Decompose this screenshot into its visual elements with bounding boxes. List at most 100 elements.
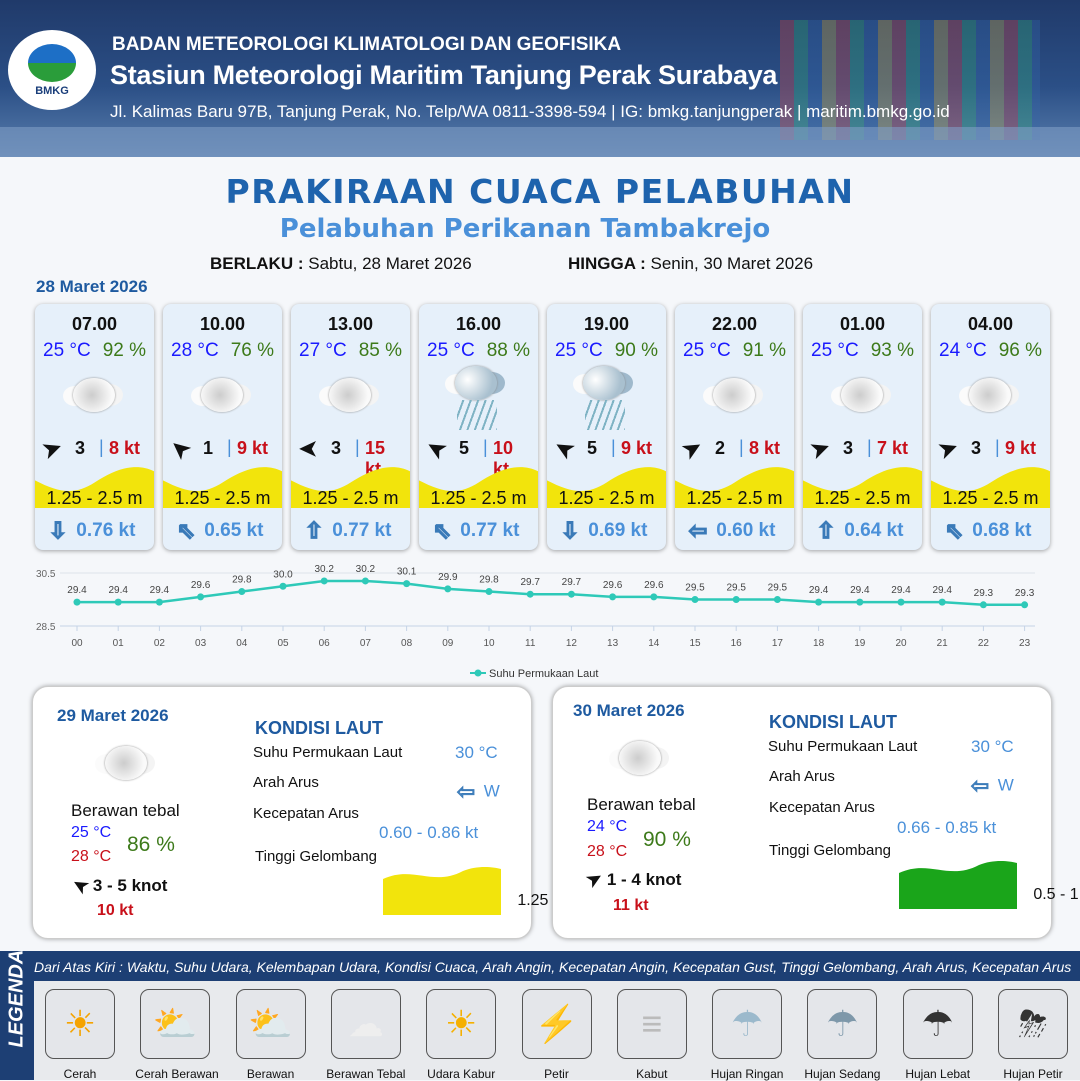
card-current: ⇩ 0.76 kt bbox=[45, 518, 150, 544]
port-illustration bbox=[780, 20, 1040, 140]
separator: | bbox=[227, 437, 232, 457]
data-point bbox=[114, 598, 122, 606]
page-subtitle: Pelabuhan Perikanan Tambakrejo bbox=[279, 214, 771, 244]
day3-current-dir-label: Arah Arus bbox=[769, 768, 835, 785]
current-speed: 0.68 kt bbox=[972, 520, 1032, 542]
legend-item: ⛅ Cerah Berawan bbox=[135, 987, 219, 1081]
card-temperature: 25 °C bbox=[555, 340, 603, 361]
card-temperature: 24 °C bbox=[939, 340, 987, 361]
legend-item: ☀ Udara Kabur bbox=[421, 987, 501, 1081]
legend-item-label: Hujan Sedang bbox=[804, 1067, 881, 1081]
valid-from: BERLAKU : Sabtu, 28 Maret 2026 bbox=[210, 254, 472, 274]
data-point bbox=[732, 596, 740, 603]
card-temperature: 28 °C bbox=[171, 340, 219, 361]
current-arrow-up-left-icon: ⇖ bbox=[176, 518, 196, 544]
current-arrow-down-icon: ⇩ bbox=[48, 518, 68, 544]
card-humidity: 76 % bbox=[230, 340, 274, 361]
legend-item: ⛅ Berawan bbox=[231, 987, 311, 1081]
sun-cloud-icon: ⛅ bbox=[140, 989, 211, 1059]
forecast-card: 10.00 28 °C 76 % ➤ 1 | 9 kt 1.25 - 2.5 m… bbox=[163, 304, 282, 550]
gust-speed: 7 kt bbox=[877, 438, 909, 458]
legend-item-label: Hujan Ringan bbox=[710, 1067, 784, 1081]
data-point bbox=[773, 596, 781, 603]
page-title: PRAKIRAAN CUACA PELABUHAN bbox=[225, 172, 855, 211]
wind-arrow-icon: ➤ bbox=[39, 433, 65, 464]
light-rain-icon bbox=[573, 362, 633, 430]
x-tick-label: 03 bbox=[195, 638, 207, 649]
forecast-card: 13.00 27 °C 85 % ➤ 3 | 15 kt 1.25 - 2.5 … bbox=[291, 304, 410, 550]
cloud-icon bbox=[831, 374, 891, 414]
wave-shape bbox=[35, 467, 154, 508]
day3-panel: 30 Maret 2026 Berawan tebal 24 °C 28 °C … bbox=[552, 686, 1080, 939]
data-label: 29.4 bbox=[108, 585, 128, 596]
banner-floor bbox=[0, 127, 1080, 157]
current-speed: 0.69 kt bbox=[588, 520, 648, 542]
data-point bbox=[856, 598, 864, 606]
day3-gust: 11 kt bbox=[613, 897, 649, 914]
cloud-icon bbox=[959, 374, 1019, 414]
current-arrow-down-icon: ⇩ bbox=[560, 518, 580, 544]
forecast-card: 01.00 25 °C 93 % ➤ 3 | 7 kt 1.25 - 2.5 m… bbox=[803, 304, 922, 550]
legend-item-label: Berawan Tebal bbox=[326, 1067, 406, 1081]
card-wind: ➤ 3 | 8 kt bbox=[39, 434, 149, 464]
gust-speed: 9 kt bbox=[237, 438, 269, 458]
lightning-icon: ⚡ bbox=[521, 989, 592, 1059]
data-point bbox=[361, 577, 369, 585]
card-time: 04.00 bbox=[967, 314, 1014, 334]
legend-item-label: Cerah Berawan bbox=[135, 1067, 219, 1081]
card-time: 13.00 bbox=[327, 314, 374, 334]
forecast-card: 16.00 25 °C 88 % ➤ 5 | 10 kt 1.25 - 2.5 … bbox=[419, 304, 538, 550]
wave-height: 1.25 - 2.5 m bbox=[558, 488, 655, 508]
data-label: 29.4 bbox=[891, 585, 911, 596]
data-label: 29.5 bbox=[726, 583, 746, 594]
separator: | bbox=[99, 437, 104, 457]
valid-until-label: HINGGA : bbox=[568, 254, 646, 273]
wind-speed: 3 bbox=[331, 438, 342, 458]
cloud-icon bbox=[703, 374, 763, 414]
legend-icons: ☀ Cerah ⛅ Cerah Berawan ⛅ Berawan ☁ Berawan Teb… bbox=[34, 981, 1080, 1081]
card-temperature: 27 °C bbox=[299, 340, 347, 361]
legend-item: ☂ Hujan Lebat bbox=[898, 987, 978, 1081]
data-label: 29.3 bbox=[974, 588, 994, 599]
separator: | bbox=[739, 437, 744, 457]
day3-sea-title: KONDISI LAUT bbox=[769, 712, 897, 732]
day3-current-speed: 0.66 - 0.85 kt bbox=[897, 818, 997, 837]
cloud-icon: ☁ bbox=[330, 989, 401, 1059]
card-time: 22.00 bbox=[711, 314, 758, 334]
legend-item-label: Hujan Petir bbox=[1003, 1067, 1063, 1081]
card-humidity: 93 % bbox=[870, 340, 914, 361]
legend-item: ⚡ Petir bbox=[517, 987, 597, 1081]
wave-height: 1.25 - 2.5 m bbox=[46, 488, 143, 508]
x-tick-label: 20 bbox=[895, 638, 907, 649]
x-tick-label: 23 bbox=[1019, 638, 1031, 649]
forecast-card: 19.00 25 °C 90 % ➤ 5 | 9 kt 1.25 - 2.5 m… bbox=[547, 304, 666, 550]
cloud-sun-icon: ⛅ bbox=[235, 989, 306, 1059]
data-point bbox=[444, 585, 452, 593]
wave-shape bbox=[547, 467, 666, 508]
x-tick-label: 12 bbox=[566, 638, 578, 649]
wind-arrow-icon: ➤ bbox=[677, 433, 707, 465]
day2-wind: ➤ 3 - 5 knot bbox=[69, 873, 168, 898]
current-arrow-up-icon: ⇧ bbox=[816, 518, 836, 544]
current-arrow-left-icon: ⇦ bbox=[456, 779, 476, 805]
data-label: 29.8 bbox=[232, 575, 252, 586]
day2-current-dir: ⇦ W bbox=[453, 779, 500, 805]
separator: | bbox=[355, 437, 360, 457]
current-arrow-up-icon: ⇧ bbox=[304, 518, 324, 544]
day2-current-dir-label: Arah Arus bbox=[253, 774, 319, 791]
card-wind: ➤ 5 | 10 kt bbox=[422, 434, 533, 479]
legend-item: ⛈ Hujan Petir bbox=[993, 987, 1073, 1081]
day3-wind: ➤ 1 - 4 knot bbox=[583, 867, 682, 892]
data-label: 29.6 bbox=[191, 580, 211, 591]
data-label: 30.2 bbox=[356, 564, 376, 575]
data-point bbox=[815, 598, 823, 606]
data-point bbox=[238, 588, 246, 596]
day3-temp-max: 28 °C bbox=[587, 843, 628, 860]
wave-height: 1.25 - 2.5 m bbox=[942, 488, 1039, 508]
wave-height: 1.25 - 2.5 m bbox=[430, 488, 527, 508]
legend-item: ≡ Kabut bbox=[612, 987, 692, 1081]
data-point bbox=[526, 590, 534, 598]
valid-until: HINGGA : Senin, 30 Maret 2026 bbox=[568, 254, 813, 274]
data-label: 29.4 bbox=[932, 585, 952, 596]
valid-from-label: BERLAKU : bbox=[210, 254, 304, 273]
